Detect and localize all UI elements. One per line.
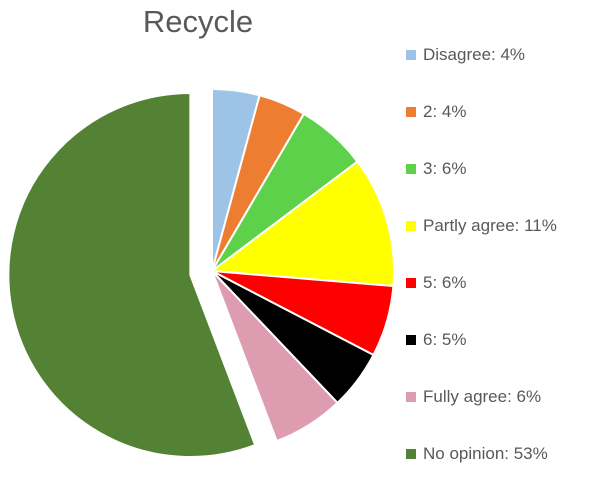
legend-item-5: 5: 6% — [406, 272, 591, 329]
legend-label: 3: 6% — [423, 159, 467, 178]
legend-label: 2: 4% — [423, 102, 467, 121]
legend-swatch — [406, 221, 416, 231]
legend-label: 5: 6% — [423, 273, 467, 292]
legend-item-partly-agree: Partly agree: 11% — [406, 215, 591, 272]
legend-item-disagree: Disagree: 4% — [406, 44, 591, 101]
legend-swatch — [406, 449, 416, 459]
legend-label: Disagree: 4% — [423, 45, 526, 64]
legend-item-fully-agree: Fully agree: 6% — [406, 386, 591, 443]
pie-chart — [7, 87, 395, 458]
legend-label: No opinion: 53% — [423, 444, 548, 463]
legend-item-no-opinion: No opinion: 53% — [406, 443, 591, 500]
legend-swatch — [406, 50, 416, 60]
pie-slice-no-opinion — [7, 91, 257, 458]
legend-swatch — [406, 278, 416, 288]
chart-title: Recycle — [142, 4, 254, 39]
pie-slice-fully-agree — [211, 270, 339, 443]
legend-swatch — [406, 107, 416, 117]
legend-item-2: 2: 4% — [406, 101, 591, 158]
legend-label: Fully agree: 6% — [423, 387, 542, 406]
legend: Disagree: 4% 2: 4% 3: 6% Partly agree: 11% 5… — [406, 44, 591, 500]
legend-label: Partly agree: 11% — [423, 216, 557, 235]
legend-label: 6: 5% — [423, 330, 467, 349]
legend-swatch — [406, 164, 416, 174]
legend-item-6: 6: 5% — [406, 329, 591, 386]
legend-swatch — [406, 335, 416, 345]
legend-swatch — [406, 392, 416, 402]
legend-item-3: 3: 6% — [406, 158, 591, 215]
pie-slice-partly-agree — [209, 160, 395, 288]
